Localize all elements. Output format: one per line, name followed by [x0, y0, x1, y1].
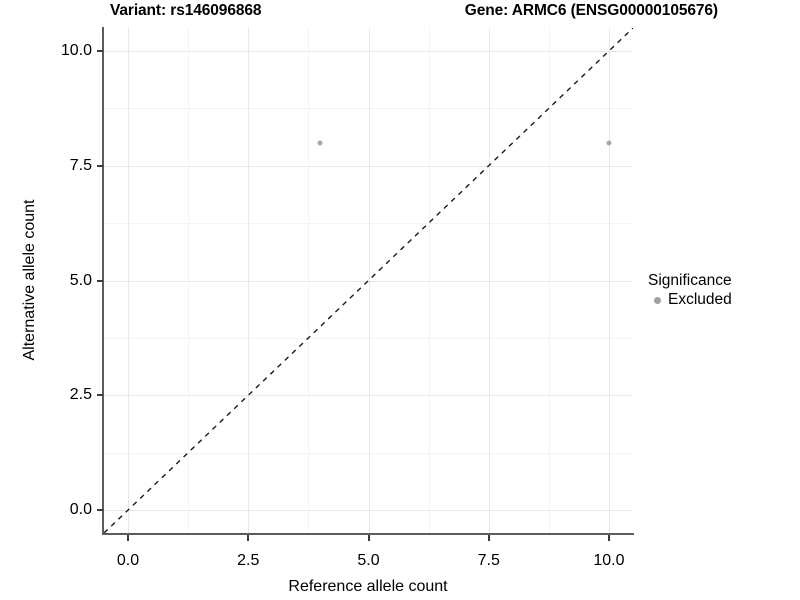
x-axis-tick-label: 10.0 — [593, 552, 625, 569]
y-axis-tick — [97, 279, 103, 282]
chart-title-bar: Variant: rs146096868 Gene: ARMC6 (ENSG00… — [0, 2, 800, 26]
y-axis-tick — [97, 394, 103, 397]
x-axis-tick-label: 2.5 — [237, 552, 260, 569]
y-axis-tick-label: 0.0 — [69, 501, 92, 519]
y-axis-tick — [97, 49, 103, 52]
legend-entry[interactable]: Excluded — [648, 291, 793, 309]
y-axis-tick — [97, 509, 103, 512]
x-axis-tick — [367, 535, 370, 541]
legend-items: Excluded — [648, 291, 793, 309]
gridline-y-major — [104, 510, 633, 512]
gene-title: Gene: ARMC6 (ENSG00000105676) — [464, 2, 718, 19]
x-axis-tick-label: 5.0 — [357, 552, 380, 569]
y-axis-label: Alternative allele count — [21, 199, 38, 361]
plot-panel — [104, 28, 633, 533]
x-axis-tick-label: 7.5 — [477, 552, 500, 569]
x-axis-tick — [247, 535, 250, 541]
scatter-point[interactable] — [606, 140, 612, 146]
x-axis-tick — [607, 535, 610, 541]
y-axis-tick-label: 7.5 — [69, 156, 92, 174]
y-axis-tick-label: 10.0 — [60, 41, 92, 59]
x-axis-label: Reference allele count — [288, 578, 448, 595]
x-axis-line — [102, 533, 634, 535]
y-axis-line — [102, 27, 104, 534]
legend-marker-circle-icon — [648, 291, 666, 309]
variant-title: Variant: rs146096868 — [110, 2, 262, 19]
y-axis-tick-label: 5.0 — [69, 271, 92, 289]
gridline-y-major — [104, 395, 633, 397]
gridline-y-major — [104, 50, 633, 52]
legend-title: Significance — [648, 272, 732, 289]
legend: Significance Excluded — [648, 272, 793, 309]
x-axis-tick-label: 0.0 — [116, 552, 140, 569]
y-axis-tick-label: 2.5 — [69, 386, 92, 404]
y-axis-tick — [97, 164, 103, 167]
gridline-y-major — [104, 165, 633, 167]
x-axis-tick — [487, 535, 490, 541]
x-axis-tick — [127, 535, 130, 541]
gridline-y-major — [104, 280, 633, 282]
legend-entry-label: Excluded — [668, 291, 732, 308]
scatter-point[interactable] — [317, 140, 323, 146]
